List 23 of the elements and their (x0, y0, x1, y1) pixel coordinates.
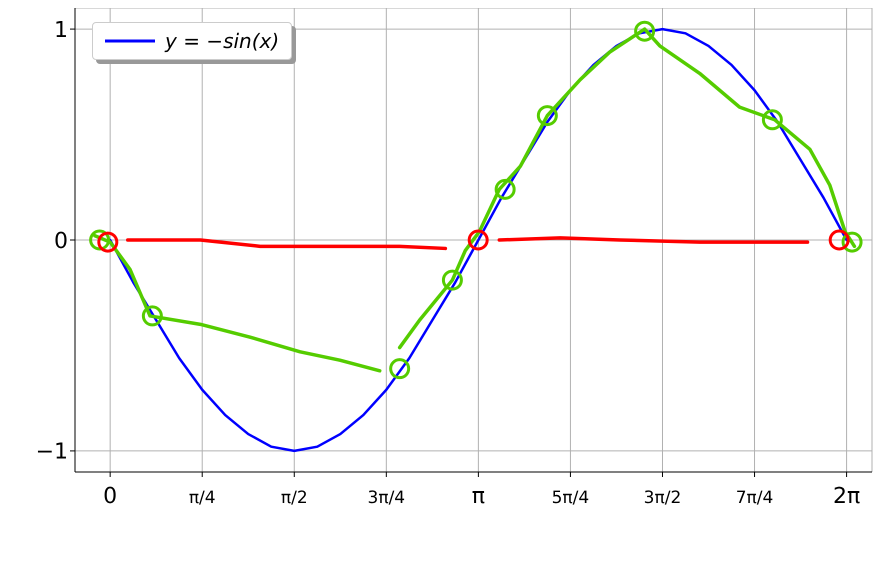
x-tick-label: 3π/4 (368, 488, 406, 508)
point (536, 105, 558, 126)
y-tick-label: −1 (36, 440, 68, 465)
x-tick-label: π/4 (188, 488, 216, 508)
x-tick-label: π (472, 484, 485, 509)
point (389, 358, 410, 380)
point (762, 109, 783, 130)
point (494, 178, 516, 200)
point (468, 230, 489, 250)
x-tick-label: 2π (832, 484, 860, 509)
point (634, 20, 656, 42)
point (442, 270, 463, 291)
x-tick-label: π/2 (280, 488, 308, 508)
y-tick-label: 0 (54, 228, 68, 254)
point (828, 230, 850, 250)
point (97, 232, 118, 253)
x-tick-label: 7π/4 (736, 488, 774, 508)
x-tick-label: 0 (103, 484, 118, 509)
point (142, 305, 163, 326)
y-tick-label: 1 (54, 18, 68, 43)
legend-label: y = −sin(x) (165, 29, 280, 53)
x-tick-label: 3π/2 (644, 488, 682, 508)
x-tick-label: 5π/4 (552, 488, 590, 508)
